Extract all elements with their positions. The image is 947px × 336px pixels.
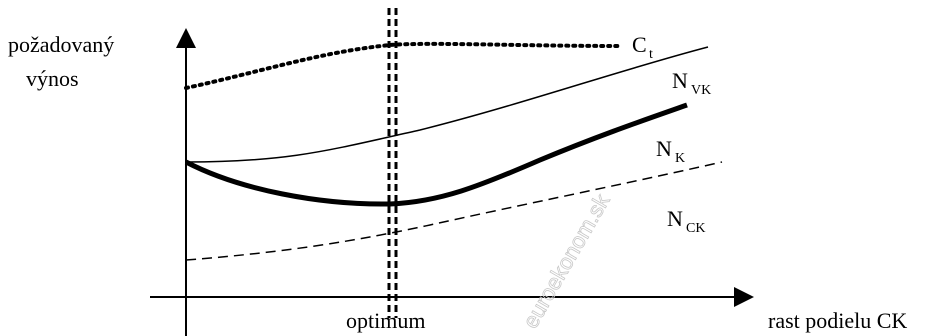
nk-label: N K — [656, 136, 685, 166]
svg-text:K: K — [675, 151, 685, 166]
nk-curve — [184, 102, 688, 207]
nck-curve — [185, 161, 723, 261]
svg-text:C: C — [632, 32, 647, 57]
nvk-label: N VK — [672, 68, 711, 98]
x-axis-label: rast podielu CK — [768, 308, 907, 333]
svg-text:t: t — [649, 47, 653, 62]
y-axis-label-line2: výnos — [26, 66, 79, 91]
nck-label: N CK — [667, 206, 705, 236]
svg-text:VK: VK — [691, 83, 711, 98]
optimum-label: optimum — [346, 308, 425, 333]
ct-curve — [184, 41, 622, 90]
svg-text:N: N — [667, 206, 683, 231]
svg-text:N: N — [672, 68, 688, 93]
svg-text:N: N — [656, 136, 672, 161]
svg-text:CK: CK — [686, 221, 705, 236]
y-axis-label-line1: požadovaný — [8, 32, 114, 57]
nvk-curve — [185, 46, 709, 163]
watermark: euroekonom.sk — [518, 189, 615, 333]
ct-label: C t — [632, 32, 653, 62]
